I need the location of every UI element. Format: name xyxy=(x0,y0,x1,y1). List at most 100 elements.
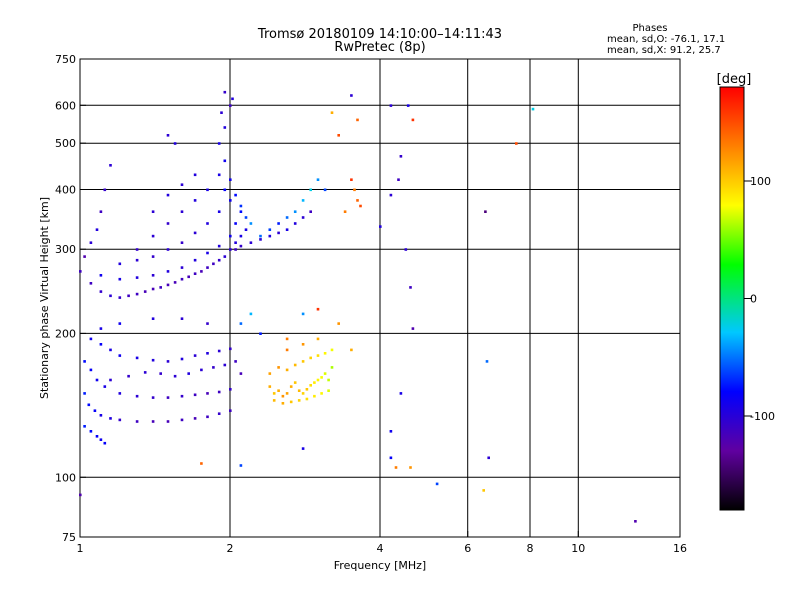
data-point xyxy=(166,420,170,423)
data-point xyxy=(330,348,334,352)
data-point xyxy=(109,378,112,382)
data-point xyxy=(634,520,637,523)
x-axis-label: Frequency [MHz] xyxy=(334,559,426,572)
data-point xyxy=(313,394,316,398)
data-point xyxy=(99,274,103,277)
data-point xyxy=(151,274,155,277)
data-point xyxy=(399,392,403,395)
data-point xyxy=(193,173,197,177)
data-point xyxy=(285,348,289,352)
x-tick-label: 2 xyxy=(227,542,234,555)
data-point xyxy=(79,270,82,273)
data-point xyxy=(109,294,112,298)
data-point xyxy=(309,210,312,213)
data-point xyxy=(118,262,122,266)
data-point xyxy=(151,358,155,362)
data-point xyxy=(206,222,209,225)
data-point xyxy=(95,228,99,231)
data-point xyxy=(229,199,232,202)
data-point xyxy=(79,493,82,497)
data-point xyxy=(320,392,323,395)
data-point xyxy=(223,255,227,258)
data-point xyxy=(223,90,227,94)
data-point xyxy=(229,104,232,107)
data-point xyxy=(109,417,112,420)
data-point xyxy=(99,210,103,213)
data-point xyxy=(99,414,103,417)
x-tick-label: 10 xyxy=(571,542,585,555)
data-point xyxy=(337,134,340,137)
data-point xyxy=(159,286,162,289)
data-point xyxy=(301,216,305,219)
data-point xyxy=(135,420,139,423)
data-point xyxy=(289,385,293,388)
data-point xyxy=(327,378,330,382)
data-point xyxy=(223,159,227,163)
data-point xyxy=(485,360,489,363)
data-point xyxy=(206,266,209,269)
y-tick-label: 750 xyxy=(55,53,76,66)
data-point xyxy=(249,222,253,225)
colorbar-tick-label: -100 xyxy=(750,410,775,423)
data-point xyxy=(135,276,139,279)
data-point xyxy=(356,199,359,202)
data-point xyxy=(309,384,312,387)
chart-subtitle: RwPretec (8p) xyxy=(334,40,426,55)
data-point xyxy=(95,435,99,438)
data-point xyxy=(103,385,107,388)
data-point xyxy=(394,466,398,469)
data-point xyxy=(118,418,122,422)
data-point xyxy=(220,111,223,114)
data-point xyxy=(399,155,403,158)
data-point xyxy=(151,420,155,423)
data-point xyxy=(482,489,485,492)
data-point xyxy=(89,241,93,244)
data-point xyxy=(173,281,177,284)
data-point xyxy=(301,447,305,450)
data-point xyxy=(249,312,253,316)
data-point xyxy=(206,415,209,419)
data-point xyxy=(404,248,408,251)
phases-o-stat: mean, sd,O: -76.1, 17.1 xyxy=(607,34,726,45)
data-point xyxy=(337,322,340,325)
data-point xyxy=(200,462,203,465)
data-point xyxy=(217,390,221,394)
data-point xyxy=(316,178,320,181)
data-point xyxy=(244,228,248,231)
data-point xyxy=(293,210,297,213)
y-tick-label: 300 xyxy=(55,243,76,256)
data-point xyxy=(151,210,155,213)
y-axis-ticks: 75 100 200 300 400 500 600 750 xyxy=(55,53,86,544)
data-point xyxy=(411,118,415,122)
data-point xyxy=(135,258,139,262)
data-point xyxy=(293,222,297,225)
data-point xyxy=(389,104,393,107)
data-point xyxy=(166,360,170,363)
data-point xyxy=(285,337,289,341)
data-point xyxy=(118,277,122,281)
x-tick-label: 4 xyxy=(377,542,384,555)
data-point xyxy=(99,343,103,346)
data-point xyxy=(330,111,334,114)
data-point xyxy=(285,216,289,219)
data-point xyxy=(151,396,155,399)
data-point xyxy=(316,378,320,382)
data-point xyxy=(229,388,232,391)
data-point xyxy=(166,222,170,225)
y-tick-label: 500 xyxy=(55,137,76,150)
data-point xyxy=(229,178,232,181)
data-point xyxy=(389,430,393,433)
data-point xyxy=(320,376,323,379)
data-point xyxy=(180,210,184,213)
colorbar-tick-label: 0 xyxy=(750,293,757,306)
data-point xyxy=(193,272,197,275)
data-point xyxy=(173,142,177,145)
data-point xyxy=(239,244,243,248)
data-point xyxy=(159,372,162,375)
data-point xyxy=(166,396,170,399)
data-point xyxy=(411,327,415,330)
data-point xyxy=(127,294,130,298)
data-point xyxy=(484,210,487,213)
data-point xyxy=(143,371,147,374)
